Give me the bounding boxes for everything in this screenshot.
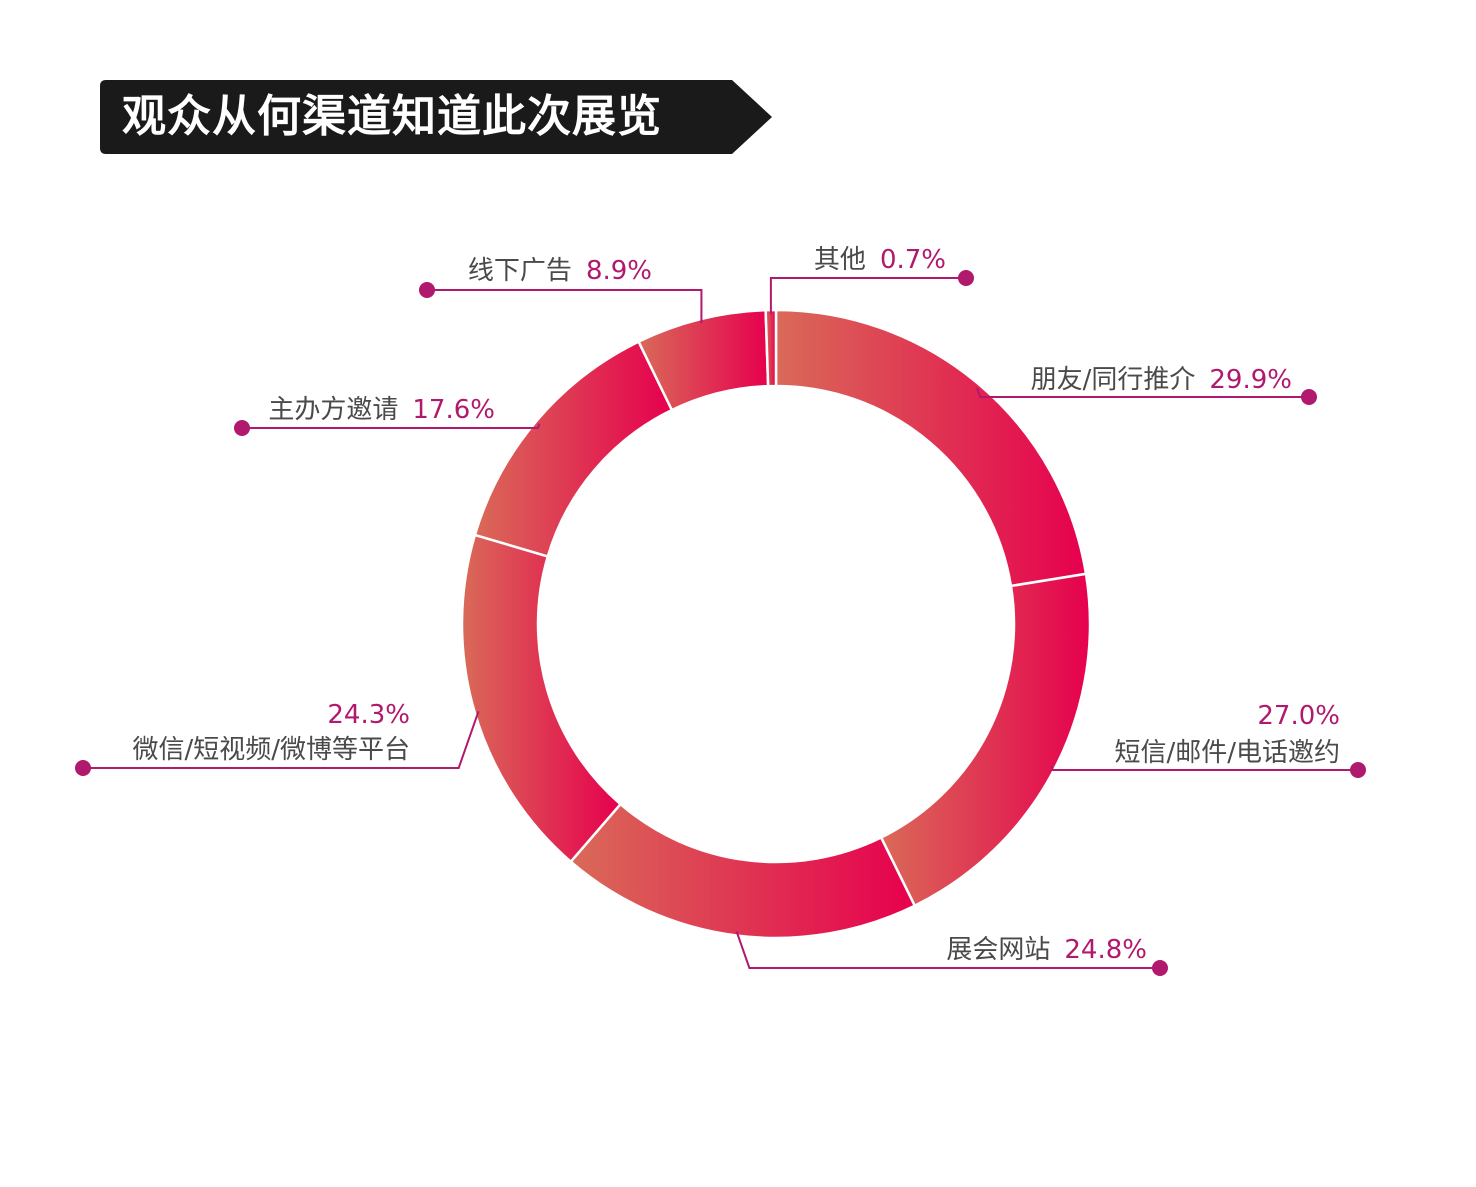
leader-line: [427, 289, 703, 324]
donut-slice: [879, 572, 1092, 908]
leader-dot: [1152, 960, 1168, 976]
leader-line: [735, 931, 1160, 969]
leader-dot: [1350, 762, 1366, 778]
leader-dot: [1301, 389, 1317, 405]
slice-name-label: 短信/邮件/电话邀约: [1114, 738, 1340, 768]
slice-name-label: 展会网站: [946, 935, 1050, 965]
donut-slices: [460, 308, 1092, 940]
leader-dot: [958, 270, 974, 286]
donut-slice: [569, 802, 917, 940]
leader-line: [83, 710, 480, 769]
title-banner-shape: [100, 80, 772, 154]
slice-name-label: 线下广告: [468, 256, 572, 286]
chart-title-banner: 观众从何渠道知道此次展览: [100, 80, 772, 154]
slice-value-label: 24.3%: [327, 700, 410, 730]
leader-line: [242, 423, 541, 429]
donut-slice: [774, 308, 1088, 588]
chart-title: 观众从何渠道知道此次展览: [122, 91, 662, 142]
donut-slice: [764, 308, 778, 388]
leader-dot: [419, 282, 435, 298]
slice-value-label: 24.8%: [1064, 935, 1147, 965]
slice-labels: 29.9% 朋友/同行推介 27.0% 短信/邮件/电话邀约 24.8% 展会网站 24.3…: [75, 245, 1366, 976]
leader-line: [975, 387, 1309, 398]
slice-value-label: 8.9%: [586, 256, 652, 286]
slice-name-label: 主办方邀请: [268, 395, 398, 425]
donut-slice: [460, 533, 623, 864]
leader-line: [769, 277, 966, 315]
slice-value-label: 27.0%: [1257, 701, 1340, 731]
slice-value-label: 17.6%: [412, 395, 495, 425]
slice-name-label: 微信/短视频/微博等平台: [132, 735, 410, 765]
leader-dot: [75, 760, 91, 776]
leader-line: [1050, 765, 1358, 771]
slice-name-label: 其他: [814, 245, 866, 275]
donut-slice: [473, 339, 674, 559]
leader-dot: [234, 420, 250, 436]
slice-name-label: 朋友/同行推介: [1031, 365, 1196, 395]
slice-value-label: 29.9%: [1209, 365, 1292, 395]
slice-value-label: 0.7%: [880, 245, 946, 275]
